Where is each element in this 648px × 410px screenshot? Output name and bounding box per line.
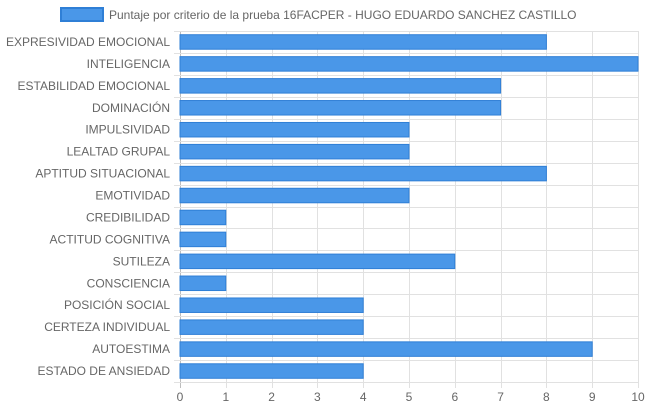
y-tick-label: ESTADO DE ANSIEDAD	[38, 364, 171, 378]
bar-inteligencia[interactable]	[179, 56, 639, 72]
y-tick-label: LEALTAD GRUPAL	[67, 145, 171, 159]
x-tick-label: 1	[222, 390, 229, 404]
y-tick-label: CONSCIENCIA	[87, 276, 170, 290]
y-tick-label: POSICIÓN SOCIAL	[64, 297, 170, 312]
bar-estado-de-ansiedad[interactable]	[179, 363, 364, 379]
x-tick-label: 7	[497, 390, 504, 404]
y-tick-label: ACTITUD COGNITIVA	[50, 232, 170, 246]
y-tick-label: SUTILEZA	[113, 254, 170, 268]
bar-consciencia[interactable]	[179, 275, 227, 292]
bar-emotividad[interactable]	[179, 187, 410, 204]
x-tick-label: 10	[631, 390, 645, 404]
bar-expresividad-emocional[interactable]	[179, 34, 547, 50]
bar-credibilidad[interactable]	[179, 209, 227, 226]
y-tick-label: INTELIGENCIA	[87, 57, 170, 71]
y-tick-label: ESTABILIDAD EMOCIONAL	[18, 79, 171, 93]
y-tick-label: AUTOESTIMA	[92, 342, 170, 356]
x-tick-label: 0	[177, 390, 184, 404]
x-tick-label: 6	[451, 390, 458, 404]
legend-label: Puntaje por criterio de la prueba 16FACP…	[109, 8, 577, 22]
y-tick-label: EMOTIVIDAD	[95, 189, 170, 203]
bar-certeza-individual[interactable]	[179, 319, 364, 335]
y-tick-label: IMPULSIVIDAD	[85, 123, 170, 137]
bar-sutileza[interactable]	[179, 253, 456, 270]
bar-lealtad-grupal[interactable]	[179, 143, 410, 160]
bar-estabilidad-emocional[interactable]	[179, 78, 502, 94]
x-tick-label: 9	[589, 390, 596, 404]
y-tick-label: DOMINACIÓN	[92, 100, 170, 115]
legend[interactable]: Puntaje por criterio de la prueba 16FACP…	[60, 7, 577, 22]
y-tick-label: CERTEZA INDIVIDUAL	[44, 320, 170, 334]
y-tick-label: APTITUD SITUACIONAL	[35, 167, 170, 181]
x-tick-label: 2	[268, 390, 275, 404]
x-tick-label: 4	[360, 390, 367, 404]
y-axis-labels: EXPRESIVIDAD EMOCIONAL INTELIGENCIA ESTABI…	[6, 35, 170, 378]
x-axis-labels: 0 1 2 3 4 5 6 7 8 9 10	[177, 390, 645, 404]
x-tick-label: 3	[314, 390, 321, 404]
bar-autoestima[interactable]	[179, 341, 593, 357]
y-tick-label: EXPRESIVIDAD EMOCIONAL	[6, 35, 170, 49]
bar-dominaci-n[interactable]	[179, 100, 502, 116]
legend-swatch	[60, 7, 104, 22]
x-tick-label: 5	[406, 390, 413, 404]
bars	[179, 34, 639, 379]
x-tick-label: 8	[543, 390, 550, 404]
bar-aptitud-situacional[interactable]	[179, 165, 547, 182]
bar-impulsividad[interactable]	[179, 121, 410, 138]
bar-posici-n-social[interactable]	[179, 297, 364, 313]
bar-actitud-cognitiva[interactable]	[179, 231, 227, 248]
y-tick-label: CREDIBILIDAD	[86, 210, 170, 224]
